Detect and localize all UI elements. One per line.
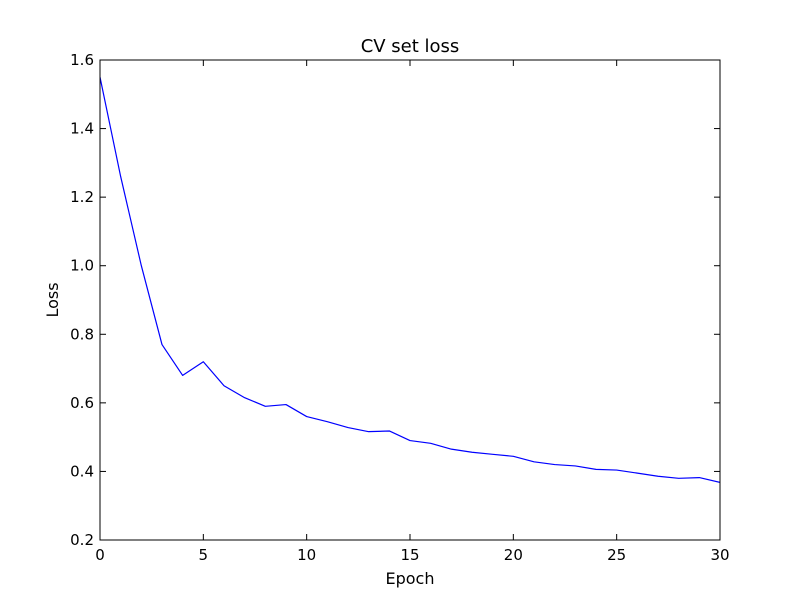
y-axis-label: Loss	[43, 282, 62, 317]
x-tick-label: 10	[297, 546, 316, 564]
plot-layer	[100, 77, 720, 483]
y-tick-label: 0.6	[70, 394, 94, 412]
y-tick-label: 1.4	[70, 120, 94, 138]
y-tick-label: 0.2	[70, 531, 94, 549]
ticks-layer: 0 5 10 15 20 25 30 0.2 0.4 0.6 0.8 1.0 1.2 1.4 1.6	[70, 51, 729, 564]
x-tick-label: 15	[400, 546, 419, 564]
y-tick-label: 0.8	[70, 325, 94, 343]
loss-series-line	[100, 77, 720, 483]
x-tick-label: 30	[710, 546, 729, 564]
x-tick-label: 20	[504, 546, 523, 564]
y-tick-label: 1.2	[70, 188, 94, 206]
y-tick-label: 1.0	[70, 257, 94, 275]
x-axis-label: Epoch	[386, 569, 435, 588]
x-tick-label: 0	[95, 546, 105, 564]
x-tick-label: 5	[199, 546, 209, 564]
x-tick-label: 25	[607, 546, 626, 564]
chart-title: CV set loss	[361, 36, 460, 57]
plot-frame	[99, 59, 721, 541]
y-tick-label: 1.6	[70, 51, 94, 69]
y-tick-label: 0.4	[70, 462, 94, 480]
